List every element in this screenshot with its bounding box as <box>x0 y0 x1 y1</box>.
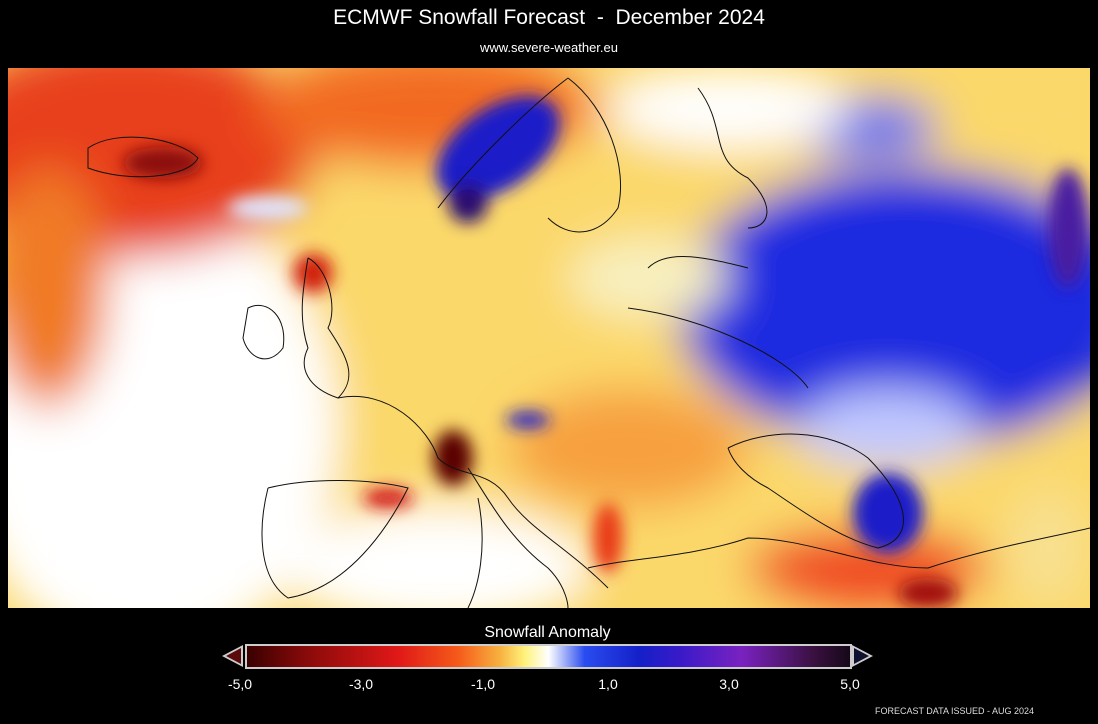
forecast-issued-note: FORECAST DATA ISSUED - AUG 2024 <box>874 706 1034 716</box>
anomaly-field <box>8 68 1090 608</box>
source-url: www.severe-weather.eu <box>479 40 618 55</box>
chart-title: ECMWF Snowfall Forecast - December 2024 <box>333 6 765 29</box>
coastlines <box>87 77 1090 608</box>
colorbar-tick: 5,0 <box>840 676 860 692</box>
colorbar-tick: 3,0 <box>719 676 739 692</box>
snowfall-anomaly-map <box>8 68 1090 608</box>
colorbar-tick: -3,0 <box>348 676 374 692</box>
colorbar-tick: 1,0 <box>598 676 618 692</box>
colorbar-tick: -1,0 <box>470 676 496 692</box>
colorbar-max-arrow-icon <box>852 645 873 667</box>
colorbar-title: Snowfall Anomaly <box>484 624 611 641</box>
colorbar-min-arrow-icon <box>222 645 243 667</box>
colorbar-tick: -5,0 <box>227 676 253 692</box>
colorbar <box>245 644 852 669</box>
